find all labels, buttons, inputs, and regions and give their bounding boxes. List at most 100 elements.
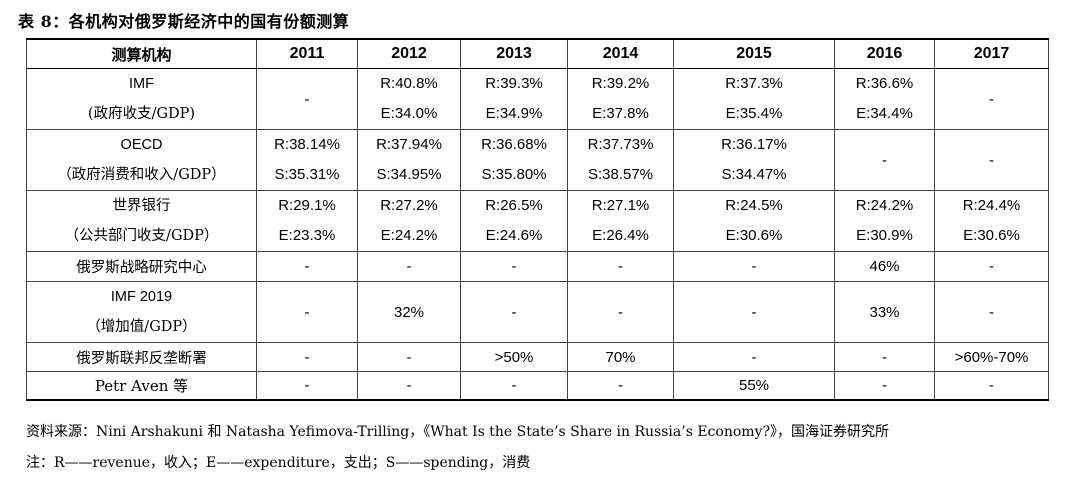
value-cell: - bbox=[357, 251, 461, 282]
value-line: R:24.5% bbox=[725, 197, 783, 214]
value-cell: - bbox=[567, 371, 674, 401]
value-cell: R:37.3% E:35.4% bbox=[673, 68, 835, 130]
value-cell: - bbox=[357, 342, 461, 372]
value-cell: R:27.2% E:24.2% bbox=[357, 190, 461, 252]
value-cell: R:24.4% E:30.6% bbox=[934, 190, 1049, 252]
value-line: R:38.14% bbox=[274, 136, 340, 153]
institution-metric: （政府消费和收入/GDP） bbox=[57, 167, 226, 183]
source-note: 资料来源：Nini Arshakuni 和 Natasha Yefimova-T… bbox=[26, 424, 889, 440]
value-line: E:26.4% bbox=[592, 227, 649, 244]
header-2015: 2015 bbox=[673, 38, 835, 69]
table-row-imf: IMF (政府收支/GDP) - R:40.8% E:34.0% R:39.3% E… bbox=[26, 68, 1049, 130]
value-cell: R:37.94% S:34.95% bbox=[357, 129, 461, 191]
value-cell: - bbox=[460, 371, 568, 401]
value-line: E:37.8% bbox=[592, 105, 649, 122]
institution-metric: （增加值/GDP） bbox=[86, 319, 197, 335]
value-cell: - bbox=[256, 68, 358, 130]
value-cell: R:39.3% E:34.9% bbox=[460, 68, 568, 130]
table-row-imf2019: IMF 2019 （增加值/GDP） - 32% - - - 33% - bbox=[26, 281, 1049, 343]
institution-name: 俄罗斯联邦反垄断署 bbox=[26, 342, 257, 372]
value-line: E:24.6% bbox=[485, 227, 543, 244]
value-cell: >50% bbox=[460, 342, 568, 372]
value-line: R:36.17% bbox=[721, 136, 787, 153]
value-cell: - bbox=[934, 68, 1049, 130]
value-cell: - bbox=[834, 342, 935, 372]
value-cell: 32% bbox=[357, 281, 461, 343]
institution-name: OECD bbox=[120, 137, 163, 153]
value-line: R:27.1% bbox=[591, 197, 650, 214]
value-cell: R:36.68% S:35.80% bbox=[460, 129, 568, 191]
value-line: R:40.8% bbox=[380, 75, 438, 92]
institution-name: Petr Aven 等 bbox=[26, 371, 257, 401]
institution-name: 俄罗斯战略研究中心 bbox=[26, 251, 257, 282]
header-row: 测算机构 2011 2012 2013 2014 2015 2016 2017 bbox=[26, 38, 1049, 69]
value-cell: - bbox=[460, 251, 568, 282]
value-line: E:35.4% bbox=[725, 105, 783, 122]
value-line: R:37.73% bbox=[587, 136, 654, 153]
institution-cell: IMF (政府收支/GDP) bbox=[26, 68, 257, 130]
institution-cell: IMF 2019 （增加值/GDP） bbox=[26, 281, 257, 343]
value-cell: R:39.2% E:37.8% bbox=[567, 68, 674, 130]
value-line: S:38.57% bbox=[587, 166, 654, 183]
value-cell: R:29.1% E:23.3% bbox=[256, 190, 358, 252]
institution-name: 世界银行 bbox=[112, 198, 171, 214]
value-cell: R:24.5% E:30.6% bbox=[673, 190, 835, 252]
header-2016: 2016 bbox=[834, 38, 935, 69]
value-cell: 70% bbox=[567, 342, 674, 372]
value-cell: - bbox=[934, 129, 1049, 191]
value-line: S:34.47% bbox=[721, 166, 787, 183]
table-row-csr: 俄罗斯战略研究中心 - - - - - 46% - bbox=[26, 251, 1049, 282]
value-line: S:34.95% bbox=[376, 166, 442, 183]
institution-metric: （公共部门收支/GDP） bbox=[64, 228, 219, 244]
value-line: E:30.6% bbox=[725, 227, 783, 244]
value-line: E:34.9% bbox=[485, 105, 543, 122]
value-line: R:36.68% bbox=[481, 136, 547, 153]
value-line: E:34.4% bbox=[856, 105, 913, 122]
institution-name: IMF 2019 bbox=[110, 289, 173, 305]
value-cell: R:27.1% E:26.4% bbox=[567, 190, 674, 252]
value-cell: R:36.6% E:34.4% bbox=[834, 68, 935, 130]
value-line: R:39.2% bbox=[591, 75, 650, 92]
table-row-fas: 俄罗斯联邦反垄断署 - - >50% 70% - - >60%-70% bbox=[26, 342, 1049, 372]
header-2012: 2012 bbox=[357, 38, 461, 69]
table-row-oecd: OECD （政府消费和收入/GDP） R:38.14% S:35.31% R:37… bbox=[26, 129, 1049, 191]
value-cell: 55% bbox=[673, 371, 835, 401]
value-cell: R:24.2% E:30.9% bbox=[834, 190, 935, 252]
legend-note: 注：R——revenue，收入；E——expenditure，支出；S——spe… bbox=[26, 455, 531, 471]
value-line: R:39.3% bbox=[485, 75, 543, 92]
institution-cell: 世界银行 （公共部门收支/GDP） bbox=[26, 190, 257, 252]
value-cell: - bbox=[673, 251, 835, 282]
value-line: E:30.6% bbox=[963, 227, 1020, 244]
value-cell: - bbox=[460, 281, 568, 343]
value-cell: - bbox=[567, 281, 674, 343]
value-line: E:30.9% bbox=[856, 227, 913, 244]
value-line: R:37.3% bbox=[725, 75, 783, 92]
header-2013: 2013 bbox=[460, 38, 568, 69]
value-line: R:27.2% bbox=[380, 197, 438, 214]
value-cell: - bbox=[256, 371, 358, 401]
value-line: R:26.5% bbox=[485, 197, 543, 214]
value-line: S:35.80% bbox=[481, 166, 547, 183]
table-row-aven: Petr Aven 等 - - - - 55% - - bbox=[26, 371, 1049, 401]
value-line: E:24.2% bbox=[380, 227, 438, 244]
institution-name: IMF bbox=[129, 76, 154, 92]
value-cell: 33% bbox=[834, 281, 935, 343]
institution-cell: OECD （政府消费和收入/GDP） bbox=[26, 129, 257, 191]
value-cell: - bbox=[567, 251, 674, 282]
header-2011: 2011 bbox=[256, 38, 358, 69]
value-cell: R:37.73% S:38.57% bbox=[567, 129, 674, 191]
value-line: R:24.4% bbox=[962, 197, 1021, 214]
value-cell: - bbox=[256, 342, 358, 372]
value-cell: - bbox=[834, 371, 935, 401]
value-line: E:34.0% bbox=[380, 105, 438, 122]
value-cell: - bbox=[934, 371, 1049, 401]
value-cell: - bbox=[673, 281, 835, 343]
value-cell: - bbox=[673, 342, 835, 372]
value-line: R:24.2% bbox=[855, 197, 914, 214]
value-cell: >60%-70% bbox=[934, 342, 1049, 372]
value-cell: - bbox=[834, 129, 935, 191]
value-cell: - bbox=[256, 251, 358, 282]
value-cell: - bbox=[934, 251, 1049, 282]
value-cell: - bbox=[357, 371, 461, 401]
value-cell: R:36.17% S:34.47% bbox=[673, 129, 835, 191]
